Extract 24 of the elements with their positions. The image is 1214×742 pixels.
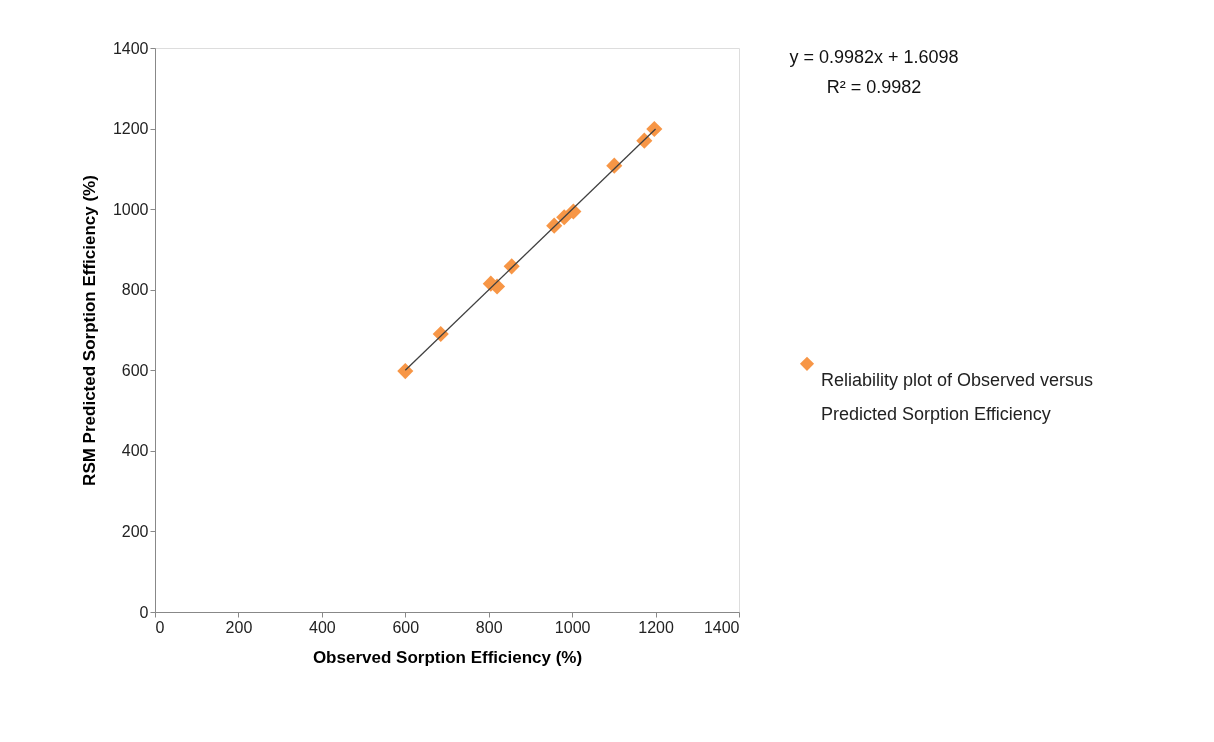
y-tick-label: 1000: [112, 200, 149, 218]
legend-label: Reliability plot of Observed versus Predicted Sorption Efficiency: [821, 369, 1094, 424]
x-tick-label: 1400: [703, 618, 740, 636]
y-tick-label: 1400: [112, 39, 149, 57]
text: y = 0.9982x + 1.6098: [789, 47, 959, 67]
x-tick-label: 1200: [638, 618, 674, 636]
x-tick-label: 600: [392, 618, 420, 636]
x-tick-label: 1000: [554, 618, 591, 636]
x-tick-label: 800: [475, 618, 503, 636]
point: [397, 363, 414, 380]
y-tick-label: 0: [139, 603, 149, 621]
y-tick-label: 200: [121, 522, 149, 540]
x-axis-title: Observed Sorption Efficiency (%): [312, 647, 583, 667]
y-tick-label: 400: [121, 442, 149, 460]
y-tick-label: 600: [121, 361, 149, 379]
y-axis-title: RSM Predicted Sorption Efficiency (%): [79, 175, 99, 486]
point: [636, 132, 653, 149]
x-tick-label: 200: [225, 618, 253, 636]
y-tick-label: 800: [121, 281, 149, 299]
text: R² = 0.9982: [826, 77, 922, 97]
x-tick-label: 0: [155, 618, 165, 636]
point: [646, 120, 663, 138]
y-tick-label: 1200: [112, 120, 149, 138]
x-tick-label: 400: [309, 618, 336, 636]
